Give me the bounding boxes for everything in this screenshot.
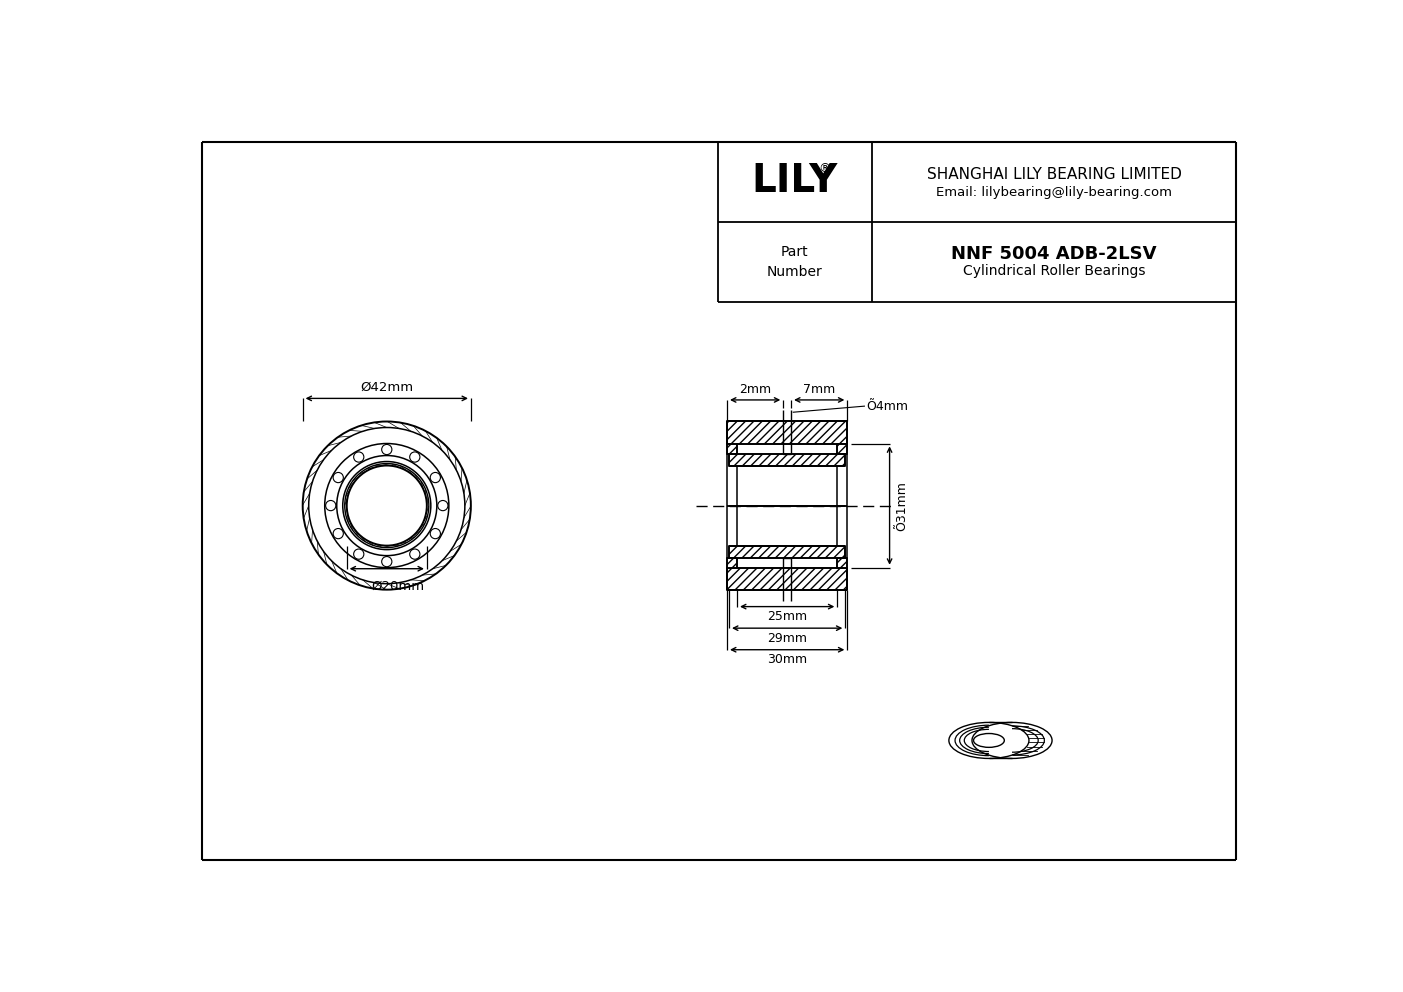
Bar bbox=[727, 443, 737, 453]
Bar bbox=[730, 546, 845, 558]
Text: 29mm: 29mm bbox=[767, 632, 807, 645]
Text: Ø20mm: Ø20mm bbox=[372, 579, 425, 592]
Text: SHANGHAI LILY BEARING LIMITED: SHANGHAI LILY BEARING LIMITED bbox=[926, 167, 1181, 182]
Text: 2mm: 2mm bbox=[739, 383, 772, 396]
Text: Cylindrical Roller Bearings: Cylindrical Roller Bearings bbox=[962, 264, 1145, 278]
Bar bbox=[727, 422, 847, 443]
Bar bbox=[838, 443, 847, 453]
Text: 30mm: 30mm bbox=[767, 654, 807, 667]
Text: Email: lilybearing@lily-bearing.com: Email: lilybearing@lily-bearing.com bbox=[936, 186, 1172, 199]
Text: ®: ® bbox=[818, 162, 831, 175]
Text: NNF 5004 ADB-2LSV: NNF 5004 ADB-2LSV bbox=[951, 245, 1156, 263]
Bar bbox=[730, 453, 845, 465]
Bar bbox=[727, 558, 737, 567]
Text: Part
Number: Part Number bbox=[767, 245, 822, 279]
Bar bbox=[727, 567, 847, 589]
Text: Õ31mm: Õ31mm bbox=[895, 481, 908, 531]
Bar bbox=[838, 558, 847, 567]
Text: Õ4mm: Õ4mm bbox=[867, 400, 909, 413]
Text: 25mm: 25mm bbox=[767, 610, 807, 623]
Text: LILY: LILY bbox=[752, 162, 838, 199]
Text: 7mm: 7mm bbox=[803, 383, 835, 396]
Text: Ø42mm: Ø42mm bbox=[361, 381, 414, 394]
